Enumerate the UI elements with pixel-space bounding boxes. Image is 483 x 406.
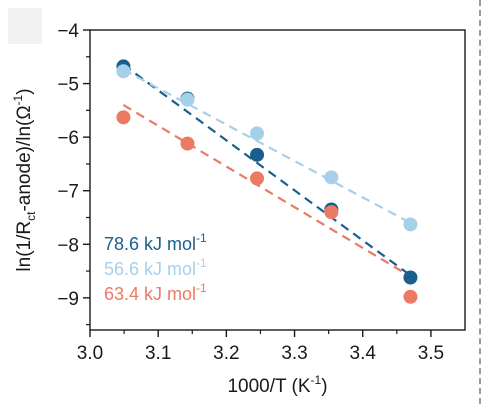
y-axis-title: ln(1/Rct-anode)/ln(Ω-1): [11, 88, 38, 271]
x-axis-title: 1000/T (K-1): [227, 373, 327, 397]
x-tick-label: 3.4: [350, 343, 377, 364]
x-tick-label: 3.3: [281, 343, 307, 364]
y-tick-label: −4: [57, 21, 79, 42]
data-point-series-3: [180, 136, 195, 151]
fit-line-series-2: [122, 68, 411, 224]
corner-placeholder: [8, 8, 42, 44]
data-point-series-2: [250, 126, 265, 141]
plot-border: [89, 29, 466, 331]
data-point-series-2: [403, 217, 418, 232]
y-tick-label: −6: [57, 128, 79, 149]
axes: 3.0 3.1 3.2 3.3 3.4 3.5 −4 −5 −6 −7 −8 −9: [57, 21, 466, 364]
axis-titles: 1000/T (K-1) ln(1/Rct-anode)/ln(Ω-1): [11, 88, 328, 397]
data-point-series-1: [403, 270, 418, 285]
data-point-series-3: [116, 110, 131, 125]
legend-entry-3: 63.4 kJ mol-1: [104, 281, 207, 304]
x-tick-label: 3.1: [145, 343, 171, 364]
data-point-series-3: [250, 171, 265, 186]
x-tick-label: 3.0: [77, 343, 103, 364]
data-point-series-2: [180, 92, 195, 107]
data-point-series-2: [116, 64, 131, 79]
data-point-series-3: [324, 205, 339, 220]
data-point-series-1: [250, 147, 265, 162]
y-tick-label: −9: [57, 289, 79, 310]
data-point-series-3: [403, 289, 418, 304]
legend-entry-1: 78.6 kJ mol-1: [104, 231, 207, 254]
fit-lines: [122, 63, 412, 278]
fit-line-series-3: [122, 104, 412, 278]
x-tick-label: 3.5: [418, 343, 444, 364]
legend: 78.6 kJ mol-156.6 kJ mol-163.4 kJ mol-1: [104, 231, 207, 304]
legend-entry-2: 56.6 kJ mol-1: [104, 256, 207, 279]
data-point-series-2: [324, 170, 339, 185]
y-tick-label: −8: [57, 235, 79, 256]
y-tick-label: −5: [57, 75, 79, 96]
x-tick-label: 3.2: [213, 343, 239, 364]
data-points: [116, 59, 418, 304]
y-tick-label: −7: [57, 182, 79, 203]
